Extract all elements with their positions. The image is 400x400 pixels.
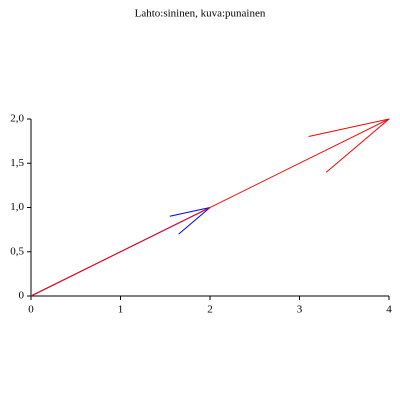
arrow-head <box>325 118 390 173</box>
chart-title: Lahto:sininen, kuva:punainen <box>135 8 266 20</box>
y-tick-label: 1,5 <box>10 157 24 169</box>
arrow-shaft <box>30 118 390 297</box>
y-tick-label: 1,0 <box>10 201 24 213</box>
x-tick-label: 4 <box>386 304 392 316</box>
x-tick-label: 0 <box>28 304 34 316</box>
y-tick-label: 0,5 <box>10 245 24 257</box>
arrow-head <box>308 118 390 137</box>
arrow-head <box>169 207 211 217</box>
y-tick-label: 2,0 <box>10 113 24 125</box>
y-tick-label: 0 <box>19 290 25 302</box>
arrow-head <box>178 207 211 235</box>
x-tick-label: 3 <box>297 304 303 316</box>
x-tick-label: 1 <box>118 304 124 316</box>
x-tick-label: 2 <box>207 304 213 316</box>
